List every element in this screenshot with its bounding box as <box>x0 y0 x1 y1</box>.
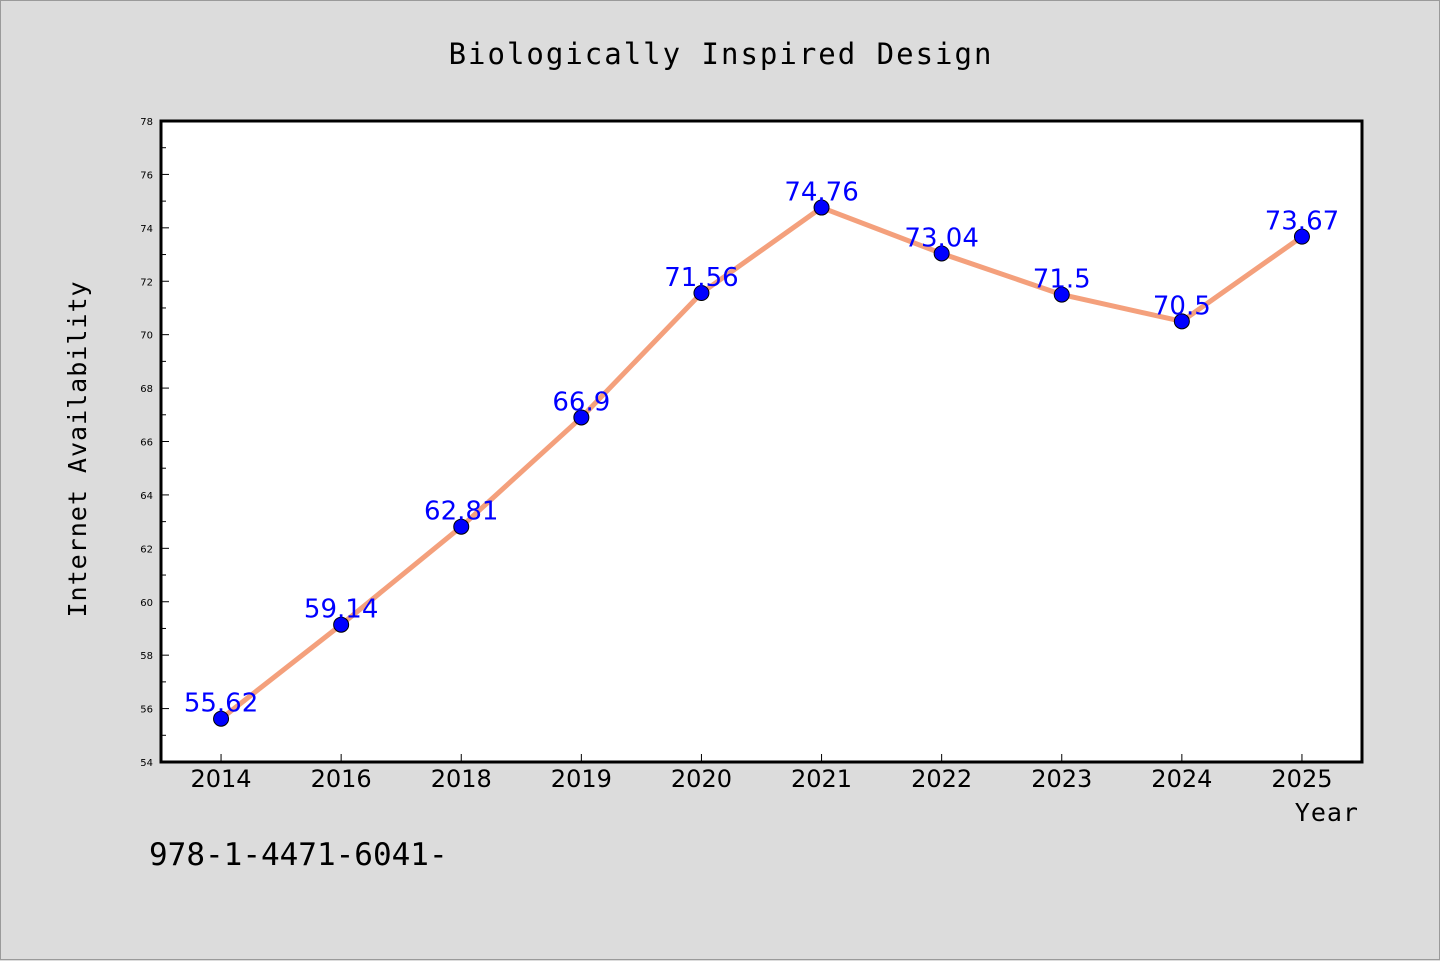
y-tick-label: 54 <box>140 758 153 769</box>
x-axis: 2014 2016 2018 2019 2020 2021 2022 2023 2024 2025 <box>191 754 1332 793</box>
x-tick-label: 2016 <box>311 765 372 793</box>
plot-area <box>159 119 1364 764</box>
series-line <box>218 205 1305 722</box>
data-point <box>1293 228 1310 245</box>
x-tick-label: 2014 <box>191 765 252 793</box>
series-layer <box>213 199 1310 727</box>
data-labels: 55.62 59.14 62.81 66.9 71.56 74.76 73.04 71.5 70… <box>184 178 1339 719</box>
data-point <box>573 409 590 426</box>
y-tick-label: 62 <box>140 544 153 555</box>
x-tick-label: 2023 <box>1031 765 1092 793</box>
data-label: 73.67 <box>1265 207 1339 237</box>
y-tick-label: 76 <box>140 170 153 181</box>
y-tick-label: 78 <box>140 117 153 128</box>
data-label: 66.9 <box>552 387 610 417</box>
x-axis-label: Year <box>1295 798 1359 827</box>
footnote-text: 978-1-4471-6041- <box>149 837 448 873</box>
data-label: 73.04 <box>904 223 978 253</box>
y-tick-label: 72 <box>140 277 153 288</box>
x-tick-label: 2022 <box>911 765 972 793</box>
x-tick-label: 2020 <box>671 765 732 793</box>
data-label: 71.56 <box>664 263 738 293</box>
x-tick-label: 2019 <box>551 765 612 793</box>
y-tick-label: 56 <box>140 705 153 716</box>
data-label: 59.14 <box>304 595 378 625</box>
y-axis: 54 56 58 60 62 64 66 68 70 72 74 76 78 <box>140 117 169 769</box>
y-tick-label: 70 <box>140 331 153 342</box>
data-point <box>933 245 950 262</box>
data-point <box>1173 313 1190 330</box>
y-tick-label: 74 <box>140 224 153 235</box>
y-tick-label: 64 <box>140 491 153 502</box>
data-point <box>453 518 470 535</box>
y-axis-label: Internet Availability <box>63 280 92 617</box>
data-label: 70.5 <box>1153 291 1211 321</box>
chart-title: Biologically Inspired Design <box>449 37 994 71</box>
data-point <box>1053 286 1070 303</box>
x-tick-label: 2018 <box>431 765 492 793</box>
y-tick-label: 60 <box>140 598 153 609</box>
data-point <box>813 199 830 216</box>
x-tick-label: 2025 <box>1271 765 1332 793</box>
data-point <box>333 616 350 633</box>
data-label: 55.62 <box>184 689 258 719</box>
data-label: 62.81 <box>424 497 498 527</box>
data-point <box>213 710 230 727</box>
data-label: 74.76 <box>784 178 858 208</box>
data-label: 71.5 <box>1033 265 1091 295</box>
y-tick-label: 66 <box>140 438 153 449</box>
data-point <box>693 285 710 302</box>
x-tick-label: 2024 <box>1151 765 1212 793</box>
y-tick-label: 58 <box>140 651 153 662</box>
y-tick-label: 68 <box>140 384 153 395</box>
x-tick-label: 2021 <box>791 765 852 793</box>
